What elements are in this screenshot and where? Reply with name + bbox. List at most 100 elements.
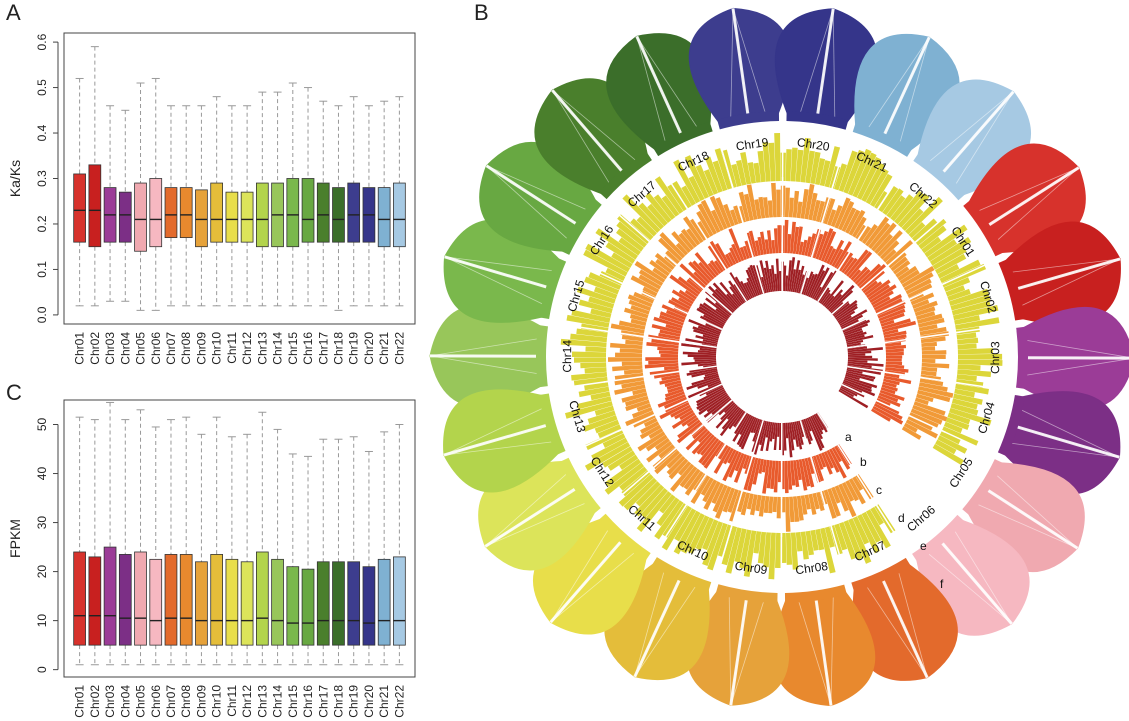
histogram-bar bbox=[647, 203, 668, 227]
histogram-bar bbox=[671, 231, 692, 253]
histogram-bar bbox=[572, 351, 607, 357]
histogram-bar bbox=[852, 152, 877, 198]
ring-divider bbox=[741, 220, 754, 258]
ring-divider bbox=[908, 414, 946, 433]
histogram-bar bbox=[810, 151, 821, 185]
histogram-bar bbox=[645, 434, 668, 452]
histogram-bar bbox=[901, 208, 924, 232]
box-chr08 bbox=[179, 105, 193, 307]
x-tick-label: Chr04 bbox=[118, 332, 132, 365]
histogram-bar bbox=[696, 307, 726, 326]
histogram-bar bbox=[956, 374, 977, 382]
histogram-bar bbox=[846, 370, 876, 380]
histogram-bar bbox=[721, 407, 741, 430]
histogram-bar bbox=[885, 361, 903, 366]
histogram-bar bbox=[784, 187, 790, 218]
histogram-bar bbox=[649, 259, 670, 277]
petal-chr07 bbox=[852, 563, 958, 681]
box-iqr bbox=[332, 187, 345, 243]
histogram-bar bbox=[571, 309, 611, 323]
histogram-bar bbox=[747, 457, 759, 492]
histogram-bar bbox=[757, 531, 767, 564]
box-chr05 bbox=[134, 409, 147, 666]
histogram-bar bbox=[798, 459, 808, 491]
box-iqr bbox=[347, 561, 361, 646]
histogram-bar bbox=[734, 528, 747, 563]
histogram-bar bbox=[801, 239, 808, 256]
histogram-bar bbox=[646, 441, 673, 463]
histogram-bar bbox=[679, 409, 694, 421]
box-chr11 bbox=[225, 436, 239, 666]
histogram-bar bbox=[707, 262, 719, 276]
box-chr08 bbox=[179, 416, 193, 666]
histogram-bar bbox=[805, 530, 814, 556]
petal-line bbox=[830, 594, 834, 706]
histogram-bar bbox=[665, 324, 682, 332]
ring-divider bbox=[831, 287, 863, 315]
box-iqr bbox=[134, 182, 147, 252]
histogram-bar bbox=[690, 218, 707, 241]
petal-line bbox=[552, 89, 624, 174]
histogram-bar bbox=[845, 374, 860, 381]
histogram-bar bbox=[739, 529, 752, 569]
histogram-bar bbox=[950, 403, 979, 416]
histogram-bar bbox=[878, 308, 906, 322]
histogram-bar bbox=[839, 521, 857, 560]
ring-divider bbox=[856, 474, 880, 510]
histogram-bar bbox=[847, 148, 872, 196]
x-tick-label: Chr10 bbox=[210, 332, 224, 365]
petal-line bbox=[732, 8, 767, 115]
ring-divider bbox=[608, 205, 650, 242]
histogram-bar bbox=[792, 496, 800, 522]
histogram-bar bbox=[819, 160, 831, 187]
histogram-bar bbox=[785, 422, 789, 439]
histogram-bar bbox=[843, 257, 858, 275]
petal-line bbox=[550, 551, 637, 623]
histogram-bar bbox=[695, 335, 719, 343]
histogram-bar bbox=[953, 304, 999, 321]
histogram-bar bbox=[745, 269, 759, 297]
box-iqr bbox=[118, 191, 132, 243]
histogram-bar bbox=[747, 162, 756, 184]
histogram-bar bbox=[766, 460, 773, 489]
histogram-bar bbox=[808, 416, 825, 449]
box-iqr bbox=[377, 558, 391, 646]
histogram-bar bbox=[765, 421, 771, 438]
petal-line bbox=[1019, 408, 1120, 458]
histogram-bar bbox=[872, 296, 891, 309]
histogram-bar bbox=[746, 493, 754, 510]
box-iqr bbox=[134, 551, 147, 646]
box-iqr bbox=[362, 566, 376, 646]
x-tick-label: Chr10 bbox=[210, 685, 224, 718]
histogram-bar bbox=[734, 276, 750, 301]
chromosome-band bbox=[962, 459, 1004, 516]
histogram-bar bbox=[861, 162, 886, 203]
histogram-bar bbox=[686, 377, 720, 391]
histogram-bar bbox=[917, 313, 943, 324]
histogram-bar bbox=[897, 265, 918, 281]
histogram-bar bbox=[723, 203, 735, 227]
petal-line bbox=[444, 256, 550, 289]
histogram-bar bbox=[918, 386, 954, 398]
histogram-bar bbox=[843, 149, 865, 194]
histogram-bar bbox=[957, 364, 981, 371]
histogram-bar bbox=[875, 400, 900, 415]
histogram-bar bbox=[628, 299, 652, 311]
histogram-bar bbox=[881, 318, 911, 330]
histogram-bar bbox=[835, 303, 858, 320]
petal-line bbox=[816, 8, 834, 117]
y-tick-label: 20 bbox=[35, 565, 49, 579]
histogram-bar bbox=[957, 353, 1003, 360]
histogram-bar bbox=[820, 230, 837, 262]
histogram-bar bbox=[714, 302, 732, 317]
histogram-bar bbox=[727, 449, 737, 464]
histogram-bar bbox=[912, 299, 930, 309]
histogram-bar bbox=[584, 381, 609, 391]
box-chr13 bbox=[256, 411, 269, 666]
histogram-bar bbox=[785, 149, 792, 182]
petal-line bbox=[927, 91, 1014, 163]
histogram-bar bbox=[666, 455, 686, 475]
histogram-bar bbox=[870, 506, 884, 526]
box-chr13 bbox=[256, 91, 269, 307]
petal-line bbox=[429, 355, 540, 375]
